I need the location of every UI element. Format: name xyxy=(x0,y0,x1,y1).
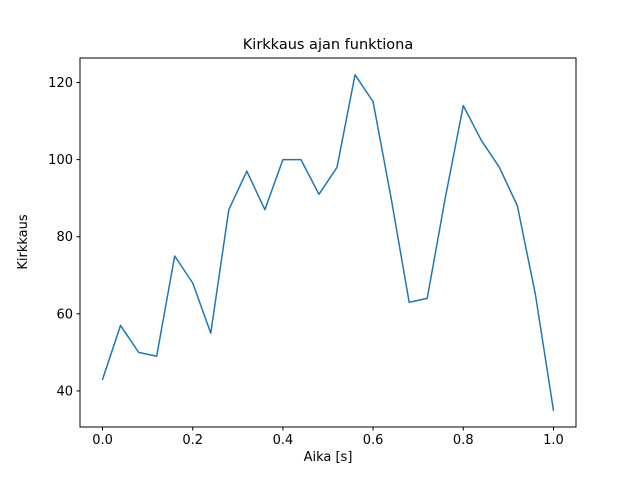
y-axis-label: Kirkkaus xyxy=(16,214,31,270)
line-series xyxy=(101,74,555,411)
x-tick-label: 0.6 xyxy=(363,433,384,448)
y-tick-label: 120 xyxy=(48,76,73,91)
x-tick-label: 0.8 xyxy=(453,433,474,448)
chart-title: Kirkkaus ajan funktiona xyxy=(243,37,413,53)
axes-frame xyxy=(79,57,577,428)
y-tick-label: 80 xyxy=(56,230,73,245)
x-tick-label: 0.0 xyxy=(92,433,113,448)
plot-area: 0.0 0.2 0.4 0.6 0.8 1.0 40 60 80 100 120 xyxy=(48,57,577,448)
x-tick-label: 1.0 xyxy=(543,433,564,448)
x-tick-label: 0.4 xyxy=(273,433,294,448)
x-tick-label: 0.2 xyxy=(182,433,203,448)
x-axis-label: Aika [s] xyxy=(304,450,353,465)
y-tick-label: 60 xyxy=(56,307,73,322)
y-tick-label: 100 xyxy=(48,153,73,168)
y-tick-label: 40 xyxy=(56,384,73,399)
